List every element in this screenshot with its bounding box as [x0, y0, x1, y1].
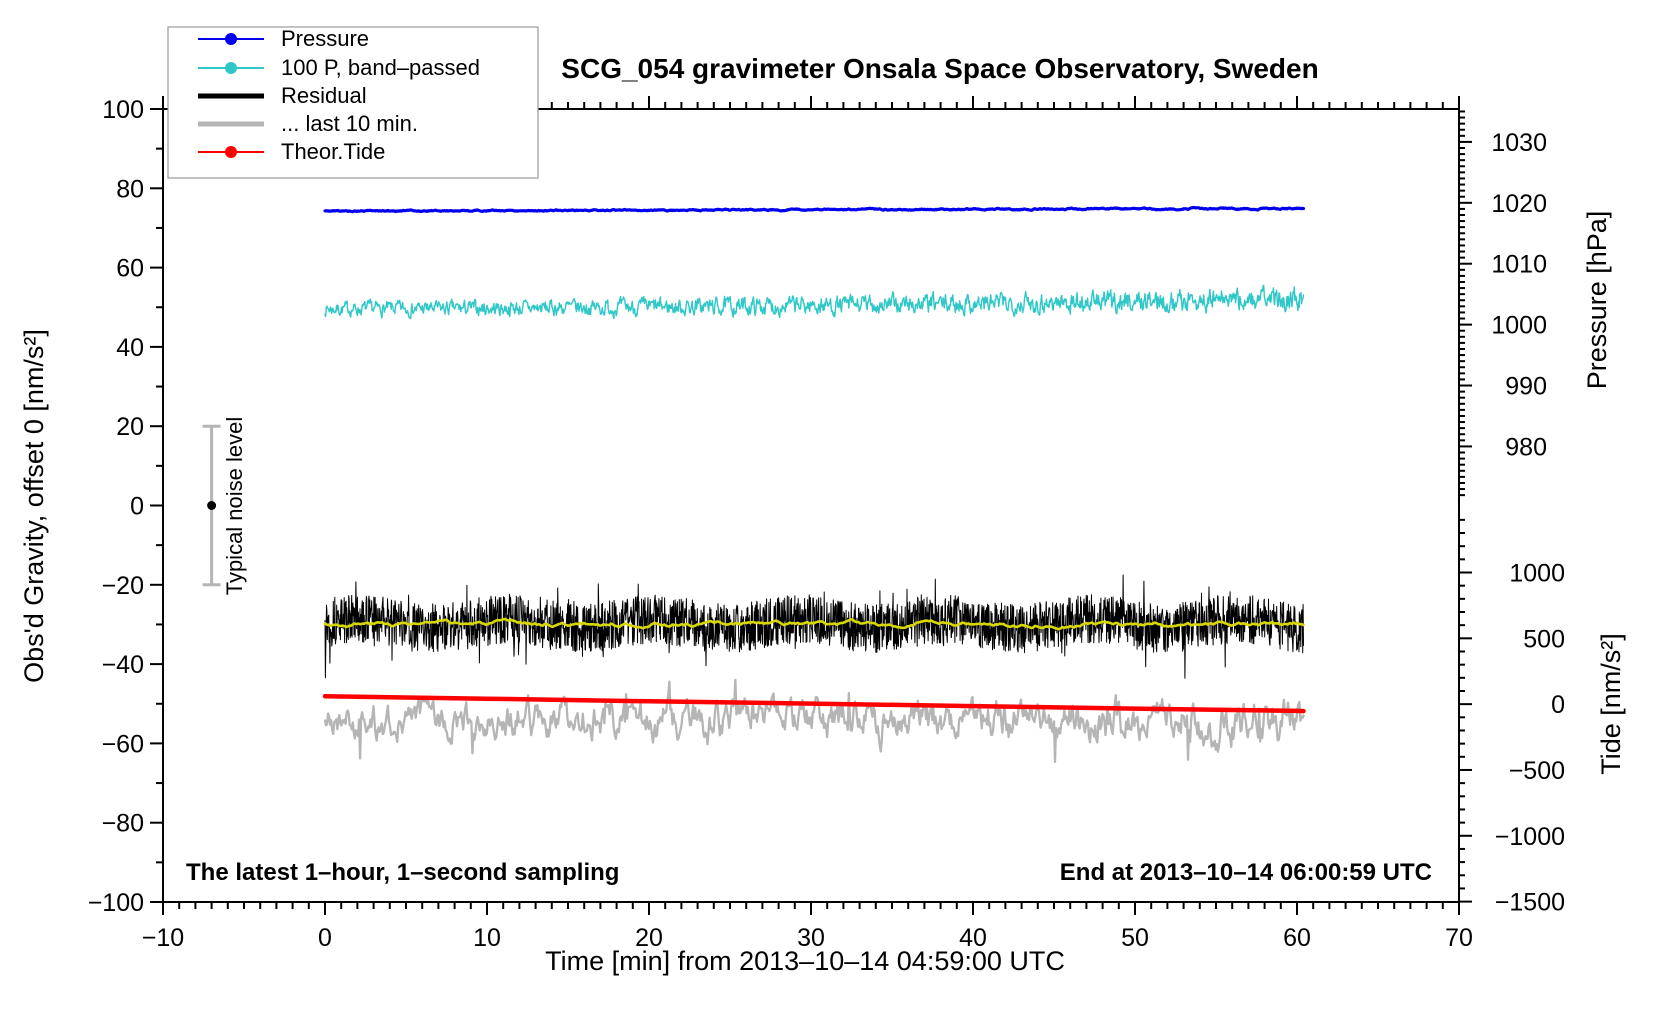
- legend-label-last10min: ... last 10 min.: [281, 111, 418, 136]
- gravity-tick-label: −80: [102, 810, 144, 838]
- legend-label-residual: Residual: [281, 83, 367, 108]
- x-tick-label: −10: [142, 924, 184, 952]
- tide-tick-label: 500: [1523, 625, 1565, 653]
- noise-level-errorbar: [202, 424, 221, 587]
- tide-tick-label: 0: [1551, 691, 1565, 719]
- series-residual: [324, 574, 1304, 679]
- gravity-tick-label: −100: [88, 889, 144, 917]
- x-tick-label: 0: [318, 924, 332, 952]
- legend-label-theortide: Theor.Tide: [281, 139, 386, 164]
- series-pressure: [323, 205, 1306, 214]
- tide-axis-title: Tide [nm/s²]: [1596, 633, 1626, 775]
- x-tick-label: 40: [959, 924, 987, 952]
- legend: [167, 26, 539, 179]
- noise-level-label: Typical noise level: [222, 416, 247, 596]
- x-tick-label: 20: [635, 924, 663, 952]
- gravity-tick-label: 80: [116, 175, 144, 203]
- x-axis-title: Time [min] from 2013–10–14 04:59:00 UTC: [545, 946, 1065, 976]
- x-tick-label: 60: [1283, 924, 1311, 952]
- left-axis-title: Obs'd Gravity, offset 0 [nm/s²]: [19, 329, 49, 683]
- tide-tick-label: 1000: [1509, 560, 1565, 588]
- gravity-tick-label: −60: [102, 730, 144, 758]
- gravity-tick-label: −40: [102, 651, 144, 679]
- tide-tick-label: −1000: [1495, 823, 1565, 851]
- series-last10: [323, 678, 1305, 764]
- noise-level-dot: [207, 501, 217, 510]
- gravity-tick-label: 100: [102, 96, 144, 124]
- pressure-tick-label: 1000: [1491, 312, 1547, 340]
- tide-tick-label: −500: [1509, 757, 1565, 785]
- legend-label-bandpassed: 100 P, band–passed: [281, 55, 480, 80]
- pressure-tick-label: 990: [1505, 373, 1547, 401]
- gravity-tick-label: 40: [116, 334, 144, 362]
- chart-title: SCG_054 gravimeter Onsala Space Observat…: [561, 53, 1319, 84]
- end-time-note: End at 2013–10–14 06:00:59 UTC: [1059, 859, 1432, 886]
- sampling-note: The latest 1–hour, 1–second sampling: [186, 859, 620, 886]
- tide-tick-label: −1500: [1495, 889, 1565, 917]
- pressure-axis-title: Pressure [hPa]: [1582, 210, 1612, 390]
- pressure-tick-label: 1030: [1491, 129, 1547, 157]
- pressure-tick-label: 1020: [1491, 190, 1547, 218]
- x-tick-label: 50: [1121, 924, 1149, 952]
- plot-frame: [162, 108, 1460, 903]
- x-tick-label: 70: [1445, 924, 1473, 952]
- legend-sample-marker: [225, 146, 237, 158]
- gravity-tick-label: −20: [102, 572, 144, 600]
- pressure-tick-label: 980: [1505, 433, 1547, 461]
- pressure-tick-label: 1010: [1491, 251, 1547, 279]
- gravity-tick-label: 60: [116, 255, 144, 283]
- x-tick-label: 10: [473, 924, 501, 952]
- series-bandpassed: [324, 284, 1305, 320]
- gravity-tick-label: 0: [130, 493, 144, 521]
- x-tick-label: 30: [797, 924, 825, 952]
- gravity-tick-label: 20: [116, 413, 144, 441]
- legend-sample-marker: [225, 62, 237, 74]
- series-theortide: [322, 693, 1306, 714]
- legend-sample-marker: [225, 33, 237, 45]
- legend-label-pressure: Pressure: [281, 26, 370, 51]
- series-residual-smooth: [323, 617, 1305, 631]
